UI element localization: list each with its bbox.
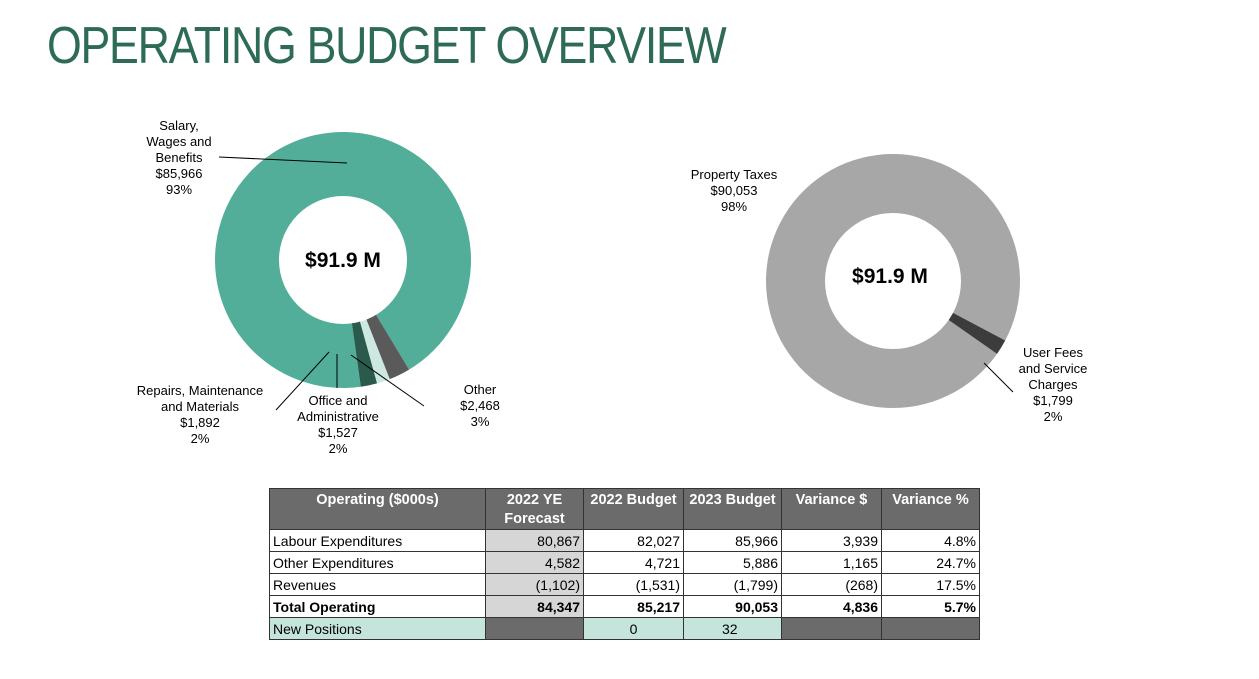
row-label: Total Operating — [269, 595, 486, 618]
cell-empty-dark — [485, 617, 584, 640]
slice-name-line: Wages and — [146, 134, 211, 149]
row-label: Other Expenditures — [269, 551, 486, 574]
cell-empty-dark — [881, 617, 980, 640]
row-label: Revenues — [269, 573, 486, 596]
cell-2023-budget: (1,799) — [683, 573, 782, 596]
slice-label-office: Office and Administrative $1,527 2% — [297, 393, 379, 456]
leader-line-other — [350, 354, 425, 407]
row-label: Labour Expenditures — [269, 529, 486, 552]
slice-value: $1,892 — [180, 415, 220, 430]
slice-value: $1,527 — [318, 425, 358, 440]
slice-percent: 2% — [191, 431, 210, 446]
leader-line-salary — [218, 156, 348, 164]
cell-2022-budget: 4,721 — [583, 551, 684, 574]
column-header-variance-percent: Variance % — [881, 488, 980, 530]
cell-2023-budget: 5,886 — [683, 551, 782, 574]
slice-name-line: Administrative — [297, 409, 379, 424]
cell-variance-percent: 4.8% — [881, 529, 980, 552]
cell-variance-dollar: 3,939 — [781, 529, 882, 552]
cell-2022-forecast: 80,867 — [485, 529, 584, 552]
column-header-operating: Operating ($000s) — [269, 488, 486, 530]
table-row: Labour Expenditures 80,867 82,027 85,966… — [269, 529, 980, 552]
slice-percent: 2% — [329, 441, 348, 456]
slice-percent: 93% — [166, 182, 192, 197]
page-title: OPERATING BUDGET OVERVIEW — [47, 17, 727, 75]
slice-value: $2,468 — [460, 398, 500, 413]
cell-variance-dollar: (268) — [781, 573, 882, 596]
cell-2022-forecast: (1,102) — [485, 573, 584, 596]
column-header-2022-forecast: 2022 YE Forecast — [485, 488, 584, 530]
cell-variance-percent: 17.5% — [881, 573, 980, 596]
table-row: Other Expenditures 4,582 4,721 5,886 1,1… — [269, 551, 980, 574]
slice-percent: 3% — [471, 414, 490, 429]
donut-hole — [279, 196, 407, 324]
slice-value: $1,799 — [1033, 393, 1073, 408]
slice-label-user-fees: User Fees and Service Charges $1,799 2% — [1019, 345, 1088, 424]
cell-2022-budget: 85,217 — [583, 595, 684, 618]
column-header-variance-dollar: Variance $ — [781, 488, 882, 530]
cell-variance-dollar: 1,165 — [781, 551, 882, 574]
slice-name-line: Benefits — [156, 150, 203, 165]
leader-line-repairs — [275, 351, 330, 411]
cell-2023-budget: 85,966 — [683, 529, 782, 552]
center-total-label: $91.9 M — [852, 265, 928, 288]
table-row-new-positions: New Positions 0 32 — [269, 617, 980, 640]
row-label: New Positions — [269, 617, 486, 640]
leader-line-user-fees — [983, 362, 1014, 393]
table-row-total: Total Operating 84,347 85,217 90,053 4,8… — [269, 595, 980, 618]
table-header-row: Operating ($000s) 2022 YE Forecast 2022 … — [269, 488, 980, 530]
slice-name-line: Charges — [1028, 377, 1078, 392]
column-header-2022-budget: 2022 Budget — [583, 488, 684, 530]
slice-name-line: Office and — [308, 393, 367, 408]
slice-label-salary: Salary, Wages and Benefits $85,966 93% — [146, 118, 211, 197]
cell-variance-dollar: 4,836 — [781, 595, 882, 618]
slice-name-line: and Service — [1019, 361, 1088, 376]
cell-2022-forecast: 4,582 — [485, 551, 584, 574]
cell-2022-forecast: 84,347 — [485, 595, 584, 618]
expenditure-donut-chart: $91.9 M Salary, Wages and Benefits $85,9… — [137, 118, 500, 456]
slice-name-line: and Materials — [161, 399, 240, 414]
slice-percent: 98% — [721, 199, 747, 214]
cell-2022-budget: 82,027 — [583, 529, 684, 552]
cell-variance-percent: 5.7% — [881, 595, 980, 618]
column-header-2023-budget: 2023 Budget — [683, 488, 782, 530]
slice-label-property-taxes: Property Taxes $90,053 98% — [691, 167, 778, 214]
slice-name-line: Salary, — [159, 118, 199, 133]
cell-empty-dark — [781, 617, 882, 640]
slice-value: $85,966 — [156, 166, 203, 181]
revenue-donut-chart: $91.9 M Property Taxes $90,053 98% User … — [691, 154, 1088, 424]
slice-name-line: Property Taxes — [691, 167, 778, 182]
slice-value: $90,053 — [711, 183, 758, 198]
cell-2022-budget: 0 — [583, 617, 684, 640]
donut-hole — [825, 213, 961, 349]
cell-2022-budget: (1,531) — [583, 573, 684, 596]
cell-variance-percent: 24.7% — [881, 551, 980, 574]
slice-name-line: User Fees — [1023, 345, 1083, 360]
slice-name-line: Repairs, Maintenance — [137, 383, 263, 398]
slice-label-repairs: Repairs, Maintenance and Materials $1,89… — [137, 383, 263, 446]
center-total-label: $91.9 M — [305, 249, 381, 272]
slice-label-other: Other $2,468 3% — [460, 382, 500, 429]
operating-budget-table: Operating ($000s) 2022 YE Forecast 2022 … — [269, 488, 980, 640]
cell-2023-budget: 32 — [683, 617, 782, 640]
cell-2023-budget: 90,053 — [683, 595, 782, 618]
slice-name-line: Other — [464, 382, 497, 397]
slice-percent: 2% — [1044, 409, 1063, 424]
table-row: Revenues (1,102) (1,531) (1,799) (268) 1… — [269, 573, 980, 596]
